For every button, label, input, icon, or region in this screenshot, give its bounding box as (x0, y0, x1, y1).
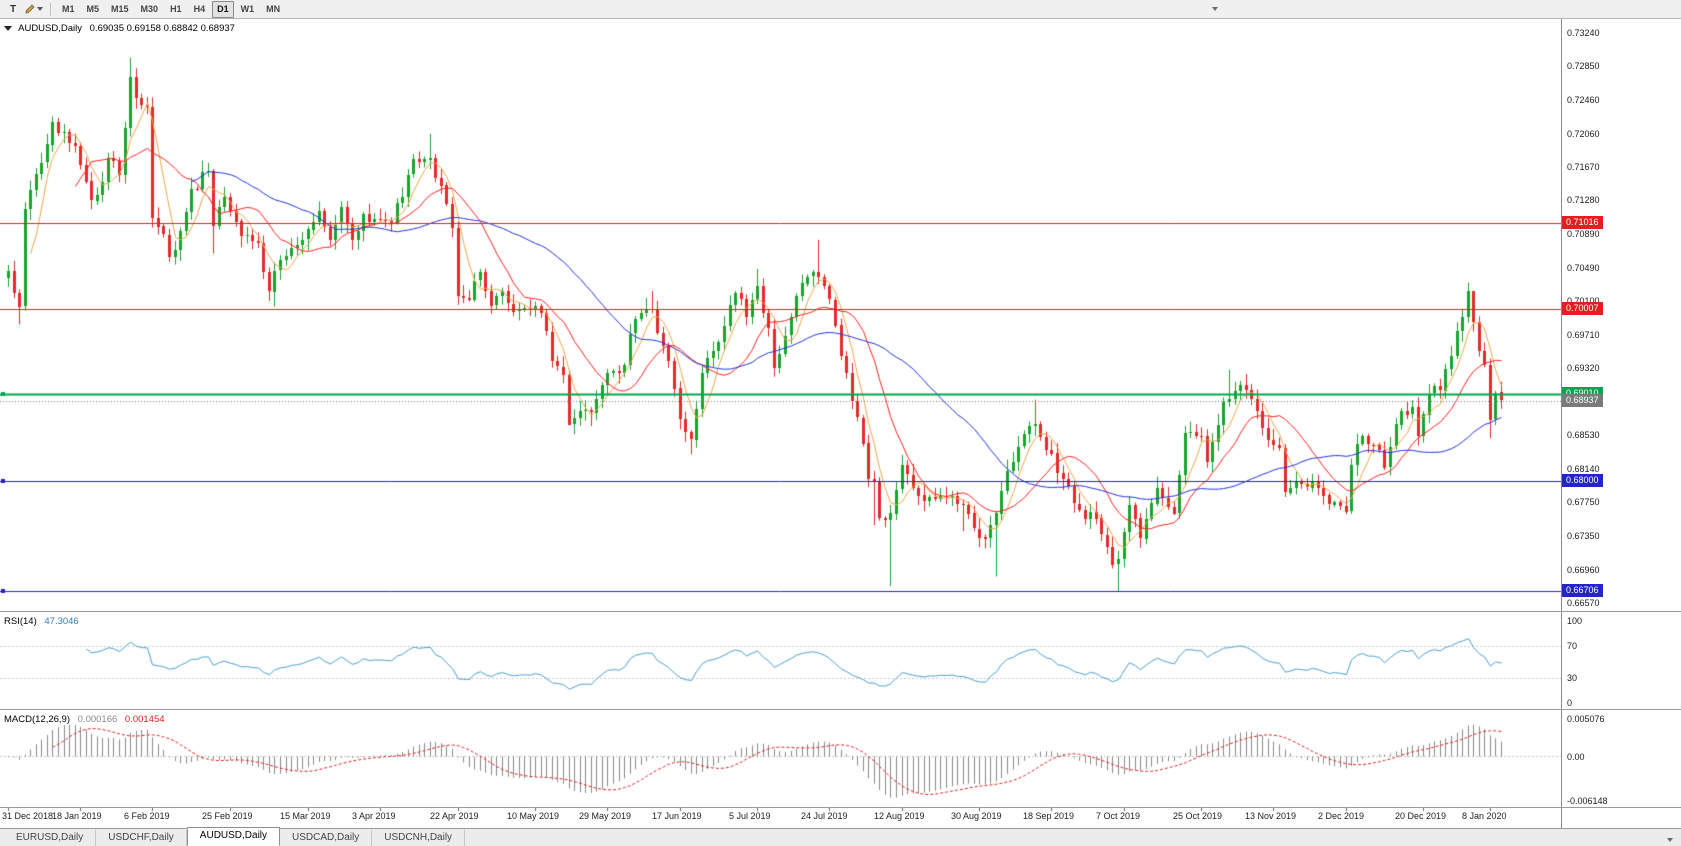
price-tick-label: 0.67750 (1567, 497, 1600, 507)
date-label: 12 Aug 2019 (874, 811, 925, 821)
date-label: 20 Dec 2019 (1395, 811, 1447, 821)
date-label: 13 Nov 2019 (1245, 811, 1297, 821)
price-tick-label: 0.71280 (1567, 195, 1600, 205)
tab-usdcad-daily[interactable]: USDCAD,Daily (280, 830, 373, 846)
pencil-icon (25, 4, 35, 14)
tab-eurusd-daily[interactable]: EURUSD,Daily (4, 830, 97, 846)
date-label: 15 Mar 2019 (280, 811, 331, 821)
price-tick-label: 0.69320 (1567, 363, 1600, 373)
macd-scale-label: 0.005076 (1567, 714, 1605, 724)
chevron-down-icon (37, 7, 43, 11)
rsi-scale-label: 100 (1567, 616, 1583, 626)
macd-scale-label: 0.00 (1567, 752, 1585, 762)
date-label: 25 Feb 2019 (202, 811, 253, 821)
timeframe-group: M1 M5 M15 M30 H1 H4 D1 W1 MN (57, 0, 285, 18)
date-label: 18 Jan 2019 (52, 811, 102, 821)
toolbar-separator (50, 2, 51, 16)
date-label: 18 Sep 2019 (1023, 811, 1075, 821)
macd-scale-label: -0.006148 (1567, 796, 1608, 806)
rsi-label: RSI(14) (4, 616, 37, 627)
price-tick-label: 0.66960 (1567, 565, 1600, 575)
timeframe-button-mn[interactable]: MN (266, 4, 281, 14)
price-tick-label: 0.69710 (1567, 330, 1600, 340)
rsi-scale-label: 30 (1567, 673, 1578, 683)
tab-usdchf-daily[interactable]: USDCHF,Daily (96, 830, 187, 846)
date-label: 8 Jan 2020 (1462, 811, 1507, 821)
chart-area: AUDUSD,Daily 0.69035 0.69158 0.68842 0.6… (0, 19, 1681, 828)
macd-header: MACD(12,26,9) 0.000166 0.001454 (4, 714, 165, 725)
timeframe-button-m30[interactable]: M30 (140, 4, 159, 14)
drawing-tool-button[interactable] (24, 1, 44, 18)
price-scale[interactable]: 0.73240 0.72850 0.72460 0.72060 0.71670 0.712… (1562, 19, 1681, 828)
price-tick-label: 0.70890 (1567, 229, 1600, 239)
price-tick-label: 0.71670 (1567, 162, 1600, 172)
timeframe-button-h4[interactable]: H4 (193, 4, 206, 14)
tab-audusd-daily[interactable]: AUDUSD,Daily (186, 827, 281, 846)
chart-tab-bar: EURUSD,Daily USDCHF,Daily AUDUSD,Daily USDC… (0, 827, 1681, 846)
price-tick-label: 0.72460 (1567, 95, 1600, 105)
date-label: 22 Apr 2019 (430, 811, 479, 821)
timeframe-button-w1[interactable]: W1 (240, 4, 255, 14)
price-tick-label: 0.66570 (1567, 598, 1600, 608)
date-label: 6 Feb 2019 (124, 811, 170, 821)
price-tick-label: 0.72850 (1567, 61, 1600, 71)
text-tool-label: T (9, 3, 17, 15)
date-label: 2 Dec 2019 (1318, 811, 1365, 821)
macd-signal-value: 0.001454 (124, 714, 165, 725)
toolbar: T M1 M5 M15 M30 H1 H4 D1 W1 MN (0, 0, 1681, 19)
date-label: 25 Oct 2019 (1173, 811, 1223, 821)
pane-separator-rsi[interactable] (0, 611, 1681, 612)
price-tick-label: 0.68530 (1567, 430, 1600, 440)
ohlc-values: 0.69035 0.69158 0.68842 0.68937 (89, 23, 235, 34)
rsi-header: RSI(14) 47.3046 (4, 616, 79, 627)
price-tag-resistance-0700: 0.70007 (1562, 302, 1603, 315)
text-tool-button[interactable]: T (4, 1, 22, 18)
price-tag-bid-price: 0.68937 (1562, 394, 1603, 407)
price-chart-canvas[interactable] (0, 19, 1561, 828)
rsi-scale-label: 0 (1567, 698, 1573, 708)
scale-divider (1561, 19, 1562, 828)
rsi-scale-label: 70 (1567, 641, 1578, 651)
timeframe-button-m1[interactable]: M1 (62, 4, 75, 14)
date-label: 29 May 2019 (579, 811, 632, 821)
price-tag-support-0680: 0.68000 (1562, 474, 1603, 487)
price-tick-label: 0.70100 (1567, 296, 1600, 306)
tab-list-icon[interactable] (1667, 838, 1673, 842)
date-label: 24 Jul 2019 (801, 811, 848, 821)
chart-menu-icon[interactable] (4, 26, 12, 31)
pane-separator-macd[interactable] (0, 709, 1681, 710)
price-tick-label: 0.72060 (1567, 129, 1600, 139)
macd-label: MACD(12,26,9) (4, 714, 70, 725)
timeframe-button-m5[interactable]: M5 (86, 4, 100, 14)
chart-title: AUDUSD,Daily 0.69035 0.69158 0.68842 0.6… (4, 23, 235, 34)
timeframe-button-d1[interactable]: D1 (212, 0, 234, 18)
date-label: 31 Dec 2018 (2, 811, 54, 821)
date-label: 10 May 2019 (507, 811, 560, 821)
price-tick-label: 0.68140 (1567, 464, 1600, 474)
tab-usdcnh-daily[interactable]: USDCNH,Daily (372, 830, 466, 846)
macd-main-value: 0.000166 (77, 714, 118, 725)
price-tag-resistance-upper: 0.71016 (1562, 216, 1603, 229)
price-tick-label: 0.73240 (1567, 28, 1600, 38)
chart-shift-marker-icon[interactable] (1212, 7, 1218, 11)
date-label: 30 Aug 2019 (951, 811, 1002, 821)
price-tick-label: 0.67350 (1567, 531, 1600, 541)
date-label: 7 Oct 2019 (1096, 811, 1141, 821)
date-label: 17 Jun 2019 (652, 811, 702, 821)
timeframe-button-h1[interactable]: H1 (170, 4, 182, 14)
date-label: 3 Apr 2019 (352, 811, 396, 821)
symbol-period-label: AUDUSD,Daily (18, 23, 82, 34)
timeframe-button-m15[interactable]: M15 (111, 4, 129, 14)
date-label: 5 Jul 2019 (729, 811, 771, 821)
price-tick-label: 0.70490 (1567, 263, 1600, 273)
rsi-value: 47.3046 (44, 616, 79, 627)
axis-separator (0, 807, 1681, 808)
price-tag-support-lower: 0.66706 (1562, 584, 1603, 597)
